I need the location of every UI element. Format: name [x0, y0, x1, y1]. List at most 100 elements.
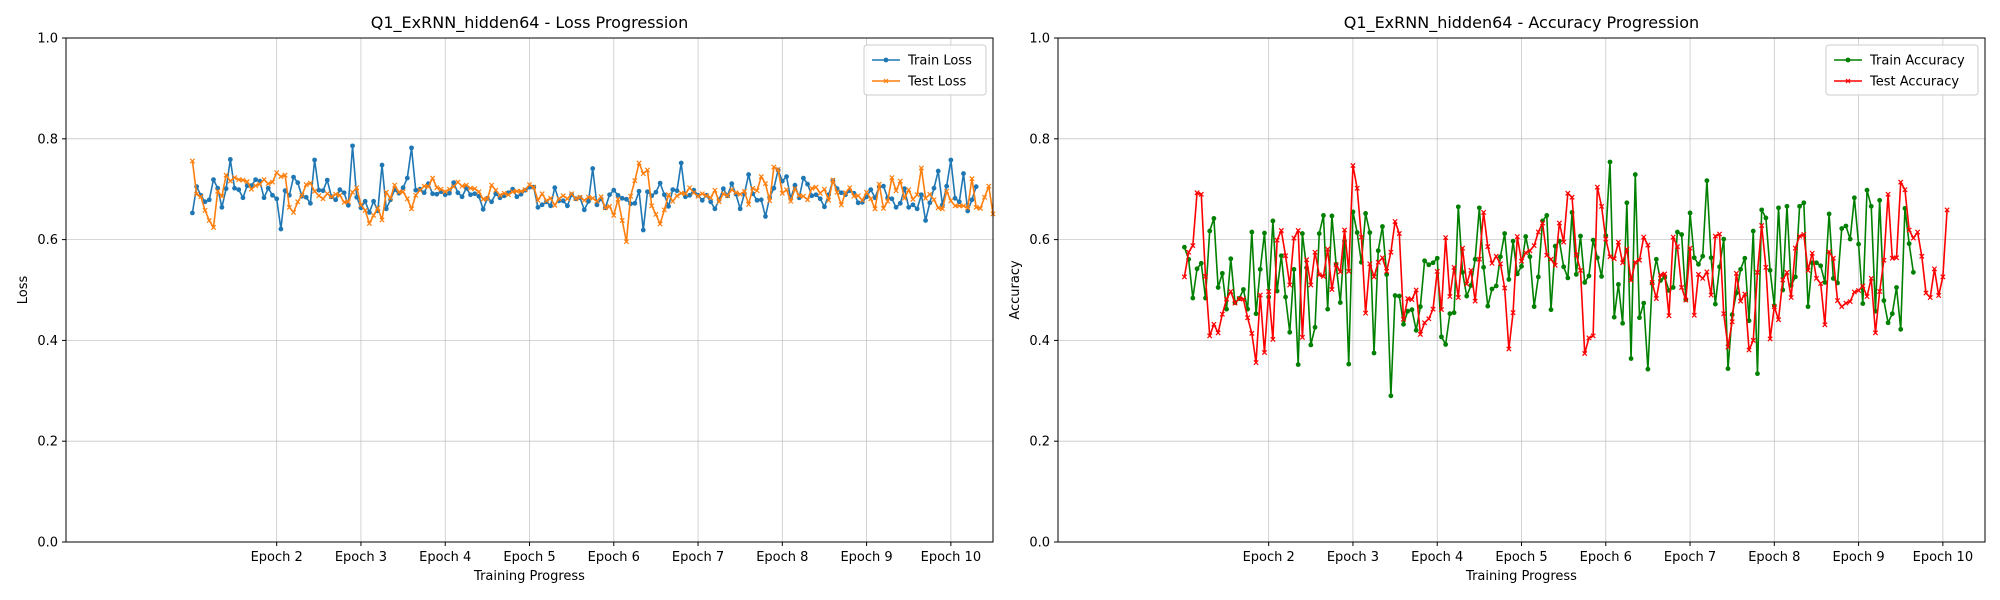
- data-point: [1809, 250, 1815, 256]
- data-point: [252, 183, 259, 189]
- data-point: [421, 183, 427, 189]
- data-point: [1737, 298, 1744, 304]
- data-point: [729, 181, 735, 187]
- data-point: [1468, 267, 1474, 273]
- data-point: [1830, 255, 1836, 261]
- data-point: [1868, 275, 1874, 282]
- data-point: [674, 193, 680, 199]
- chart-title: Q1_ExRNN_hidden64 - Loss Progression: [371, 13, 688, 33]
- series-markers-1: [190, 143, 979, 233]
- data-point: [1274, 237, 1280, 243]
- data-point: [1868, 203, 1874, 209]
- data-point: [400, 189, 406, 195]
- data-point: [1439, 334, 1444, 340]
- legend: Train Loss Test Loss: [863, 44, 987, 96]
- data-point: [505, 192, 512, 198]
- data-point: [438, 186, 444, 192]
- data-point: [838, 190, 844, 196]
- data-point: [1497, 261, 1504, 267]
- data-point: [1586, 335, 1592, 341]
- data-point: [1674, 244, 1681, 250]
- data-point: [737, 206, 743, 212]
- data-point: [771, 185, 777, 191]
- data-point: [590, 166, 596, 171]
- data-point: [1198, 260, 1204, 266]
- data-point: [649, 203, 655, 209]
- data-point: [1611, 256, 1617, 262]
- data-point: [716, 199, 722, 205]
- data-point: [1295, 227, 1301, 234]
- data-point: [813, 192, 819, 198]
- y-tick-label: 0.2: [1029, 435, 1050, 450]
- data-point: [1708, 255, 1714, 261]
- data-point: [1721, 311, 1727, 317]
- data-point: [1312, 324, 1318, 330]
- x-tick-label: Epoch 6: [588, 550, 640, 565]
- data-point: [868, 196, 874, 202]
- data-point: [657, 180, 663, 186]
- data-point: [240, 177, 246, 183]
- x-tick-label: Epoch 6: [1580, 550, 1632, 565]
- data-point: [670, 198, 676, 204]
- data-point: [1615, 239, 1622, 245]
- data-point: [526, 182, 533, 188]
- data-point: [1577, 267, 1584, 273]
- data-point: [232, 185, 237, 191]
- y-tick-label: 1.0: [1029, 32, 1050, 47]
- data-point: [1750, 228, 1756, 234]
- data-point: [1628, 277, 1634, 284]
- data-point: [535, 204, 541, 210]
- data-point: [594, 202, 600, 208]
- data-point: [383, 206, 389, 212]
- data-point: [691, 190, 697, 196]
- data-point: [986, 183, 992, 189]
- data-point: [923, 218, 928, 223]
- data-point: [337, 187, 343, 193]
- data-point: [1421, 320, 1428, 326]
- data-point: [1590, 333, 1596, 339]
- data-point: [1539, 220, 1546, 226]
- data-point: [830, 177, 836, 183]
- data-point: [417, 187, 423, 193]
- x-tick-label: Epoch 2: [1243, 550, 1295, 565]
- data-point: [468, 192, 473, 198]
- data-point: [1257, 292, 1263, 298]
- data-point: [493, 187, 499, 193]
- data-point: [1670, 234, 1676, 240]
- data-point: [1552, 262, 1558, 268]
- data-point: [1190, 295, 1196, 301]
- data-point: [1679, 232, 1685, 237]
- data-point: [847, 185, 853, 191]
- data-point: [914, 206, 920, 212]
- data-point: [956, 203, 962, 209]
- data-point: [1881, 298, 1887, 303]
- data-point: [1367, 261, 1373, 267]
- data-point: [1662, 271, 1668, 277]
- data-point: [1401, 321, 1406, 327]
- data-point: [1818, 280, 1824, 287]
- data-point: [935, 168, 941, 174]
- data-point: [948, 157, 954, 163]
- data-point: [388, 197, 393, 203]
- data-point: [1636, 257, 1643, 263]
- data-point: [1375, 259, 1381, 265]
- data-point: [586, 198, 591, 204]
- data-point: [973, 204, 979, 210]
- data-point: [1480, 209, 1487, 216]
- data-point: [1889, 311, 1895, 317]
- data-point: [906, 204, 912, 210]
- data-point: [636, 160, 642, 166]
- data-point: [1291, 266, 1297, 272]
- data-point: [1405, 308, 1411, 314]
- data-point: [236, 176, 242, 183]
- y-tick-label: 0.8: [37, 132, 58, 147]
- data-point: [244, 179, 250, 185]
- data-point: [762, 181, 769, 187]
- data-point: [1455, 294, 1461, 301]
- data-point: [400, 185, 406, 191]
- data-point: [1249, 229, 1255, 235]
- data-point: [1333, 262, 1339, 268]
- data-point: [1826, 211, 1832, 217]
- data-point: [560, 198, 566, 204]
- data-point: [1278, 253, 1284, 259]
